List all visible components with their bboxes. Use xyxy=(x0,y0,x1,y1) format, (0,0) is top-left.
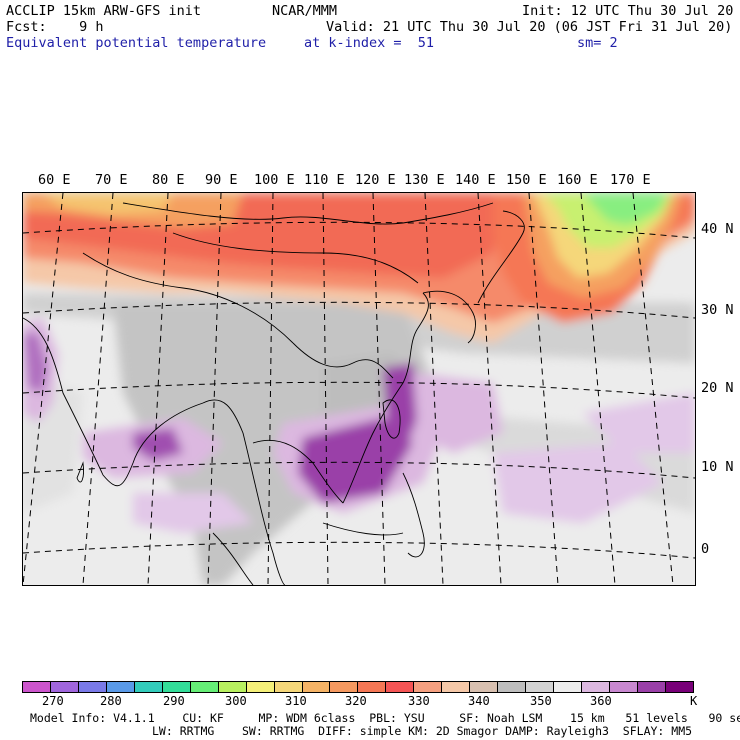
colorbar-label: 330 xyxy=(408,694,430,708)
level-label: at k-index = 51 xyxy=(304,35,435,51)
model-info-line1: Model Info: V4.1.1 CU: KF MP: WDM 6class… xyxy=(30,711,740,725)
colorbar-swatch xyxy=(246,682,275,692)
lon-label: 120 E xyxy=(355,172,396,188)
colorbar-swatch xyxy=(78,682,107,692)
colorbar-swatch xyxy=(190,682,219,692)
colorbar-label: 340 xyxy=(468,694,490,708)
lat-label: 30 N xyxy=(701,302,734,318)
lon-label: 130 E xyxy=(404,172,445,188)
colorbar-swatch xyxy=(358,682,387,692)
colorbar-swatch xyxy=(665,682,693,692)
lon-label: 80 E xyxy=(152,172,185,188)
colorbar-swatch xyxy=(442,682,471,692)
forecast-hour: Fcst: 9 h xyxy=(6,19,104,35)
colorbar-swatch xyxy=(554,682,583,692)
model-info-line2: LW: RRTMG SW: RRTMG DIFF: simple KM: 2D … xyxy=(152,724,693,738)
colorbar-label: 290 xyxy=(163,694,185,708)
lon-label: 150 E xyxy=(506,172,547,188)
colorbar-swatch xyxy=(610,682,638,692)
field-name: Equivalent potential temperature xyxy=(6,35,267,51)
lon-label: 100 E xyxy=(254,172,295,188)
colorbar-swatch xyxy=(162,682,191,692)
colorbar-label: 360 xyxy=(590,694,612,708)
lat-label: 10 N xyxy=(701,459,734,475)
colorbar xyxy=(22,681,694,693)
lat-label: 0 xyxy=(701,541,710,557)
lat-label: 20 N xyxy=(701,380,734,396)
colorbar-swatch xyxy=(498,682,527,692)
org-label: NCAR/MMM xyxy=(272,3,338,19)
init-time: Init: 12 UTC Thu 30 Jul 20 xyxy=(522,3,734,19)
colorbar-swatch xyxy=(330,682,359,692)
colorbar-label: 320 xyxy=(345,694,367,708)
colorbar-label: 300 xyxy=(225,694,247,708)
smoothing-label: sm= 2 xyxy=(577,35,618,51)
theta-e-map xyxy=(22,192,696,586)
colorbar-label: 310 xyxy=(285,694,307,708)
lon-label: 90 E xyxy=(205,172,238,188)
colorbar-swatch xyxy=(414,682,443,692)
colorbar-unit: K xyxy=(690,694,698,708)
lon-label: 160 E xyxy=(557,172,598,188)
colorbar-swatch xyxy=(582,682,611,692)
colorbar-swatch xyxy=(218,682,247,692)
colorbar-swatch xyxy=(106,682,135,692)
lon-label: 170 E xyxy=(610,172,651,188)
lon-label: 70 E xyxy=(95,172,128,188)
colorbar-swatch xyxy=(134,682,163,692)
lon-label: 60 E xyxy=(38,172,71,188)
colorbar-swatch xyxy=(50,682,79,692)
colorbar-swatch xyxy=(274,682,303,692)
colorbar-label: 270 xyxy=(42,694,64,708)
lat-label: 40 N xyxy=(701,221,734,237)
colorbar-swatch xyxy=(637,682,666,692)
colorbar-swatch xyxy=(386,682,415,692)
map-canvas xyxy=(23,193,695,585)
colorbar-swatch xyxy=(526,682,555,692)
colorbar-swatch xyxy=(470,682,499,692)
valid-time: Valid: 21 UTC Thu 30 Jul 20 (06 JST Fri … xyxy=(326,19,733,35)
colorbar-label: 350 xyxy=(530,694,552,708)
lon-label: 140 E xyxy=(455,172,496,188)
colorbar-label: 280 xyxy=(100,694,122,708)
colorbar-swatch xyxy=(23,682,51,692)
colorbar-swatch xyxy=(302,682,331,692)
model-title: ACCLIP 15km ARW-GFS init xyxy=(6,3,202,19)
lon-label: 110 E xyxy=(304,172,345,188)
